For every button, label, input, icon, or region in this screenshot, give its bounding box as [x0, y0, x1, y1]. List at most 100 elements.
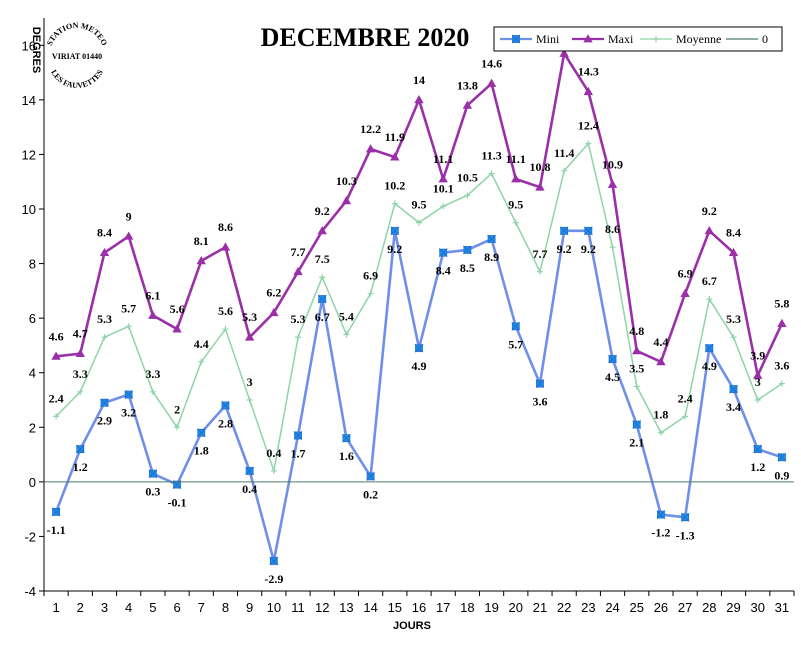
data-label-mini: 5.7 [508, 337, 523, 351]
data-label-moyenne: 5.3 [291, 312, 306, 326]
data-label-mini: 8.4 [436, 264, 451, 278]
x-tick-label: 4 [125, 600, 132, 615]
mini-marker-cross [245, 466, 254, 476]
moyenne-marker [125, 323, 132, 330]
data-label-mini: 2.8 [218, 416, 233, 430]
data-label-mini: 2.9 [97, 414, 112, 428]
data-label-mini: 3.6 [532, 395, 547, 409]
data-label-maxi: 11.9 [385, 130, 405, 144]
data-label-moyenne: 0.4 [266, 446, 281, 460]
data-label-moyenne: 10.2 [384, 179, 405, 193]
data-label-maxi: 4.6 [49, 329, 64, 343]
x-tick-label: 28 [702, 600, 716, 615]
maxi-marker [438, 174, 448, 183]
data-label-mini: 0.9 [774, 468, 789, 482]
series-maxi [51, 48, 787, 379]
data-label-maxi: 5.8 [774, 297, 789, 311]
moyenne-marker [512, 219, 519, 226]
moyenne-marker [174, 424, 181, 431]
moyenne-marker [561, 167, 568, 174]
maxi-marker [196, 256, 206, 265]
y-tick-label: 10 [22, 202, 36, 217]
legend-label-moyenne: Moyenne [676, 32, 721, 46]
data-label-moyenne: 3 [247, 375, 253, 389]
plot-area [43, 18, 794, 592]
legend-label-maxi: Maxi [608, 32, 634, 46]
stamp-text-bottom: LES FAUVETTES [49, 68, 105, 90]
x-tick-label: 30 [750, 600, 764, 615]
series-line [54, 229, 783, 563]
y-tick-label: 12 [22, 147, 36, 162]
data-label-moyenne: 3.3 [145, 367, 160, 381]
x-tick-label: 26 [654, 600, 668, 615]
maxi-marker [753, 370, 763, 379]
data-label-mini: -1.3 [676, 528, 695, 542]
y-tick-label: -4 [24, 584, 36, 599]
data-label-maxi: 10.8 [529, 160, 550, 174]
moyenne-marker [754, 397, 761, 403]
data-label-moyenne: 1.8 [653, 408, 668, 422]
mini-marker-cross [680, 512, 690, 522]
maxi-marker [365, 144, 376, 153]
data-label-moyenne: 9.5 [508, 198, 523, 212]
moyenne-marker [633, 383, 640, 390]
data-label-moyenne: 2.4 [678, 391, 693, 405]
data-label-mini: -1.2 [651, 526, 670, 540]
x-tick-label: 25 [630, 600, 644, 615]
maxi-marker [51, 351, 61, 360]
mini-marker-cross [75, 444, 85, 454]
mini-marker-cross [487, 234, 496, 244]
maxi-marker [535, 182, 545, 191]
data-label-maxi: 9.2 [702, 204, 717, 218]
mini-marker-cross [196, 428, 206, 438]
series-moyenne [53, 140, 785, 474]
data-label-moyenne: 3 [755, 375, 761, 389]
data-label-mini: 1.7 [291, 446, 306, 460]
mini-marker-cross [559, 226, 569, 236]
data-label-mini: 4.9 [702, 359, 717, 373]
mini-marker-cross [438, 248, 448, 258]
maxi-marker [75, 348, 85, 358]
mini-marker-cross [342, 433, 351, 443]
mini-marker-cross [632, 420, 642, 429]
data-label-moyenne: 3.3 [73, 367, 88, 381]
mini-marker-cross [656, 510, 666, 519]
moyenne-marker [653, 36, 659, 42]
x-tick-label: 1 [52, 600, 59, 615]
data-label-mini: 0.4 [242, 482, 257, 496]
x-tick-label: 14 [363, 600, 377, 615]
x-tick-label: 11 [291, 600, 305, 615]
data-label-mini: 9.2 [387, 242, 402, 256]
x-tick-label: 17 [436, 600, 450, 615]
data-label-mini: 9.2 [581, 242, 596, 256]
data-label-maxi: 14.3 [578, 65, 599, 79]
data-label-mini: 3.2 [121, 406, 136, 420]
data-label-maxi: 6.1 [145, 288, 160, 302]
stamp-text-top: STATION METEO [45, 21, 109, 47]
y-tick-label: 8 [29, 257, 36, 272]
data-label-moyenne: 11.4 [554, 146, 574, 160]
data-label-mini: 0.2 [363, 487, 378, 501]
data-label-moyenne: 2 [174, 402, 180, 416]
mini-marker-cross [124, 390, 134, 399]
mini-marker-cross [608, 354, 617, 364]
y-tick-label: 16 [22, 38, 36, 53]
data-label-maxi: 9.2 [315, 204, 330, 218]
data-label-moyenne: 5.6 [218, 304, 233, 318]
maxi-marker [607, 179, 618, 188]
moyenne-marker [682, 413, 689, 420]
moyenne-marker [391, 200, 398, 207]
maxi-marker [656, 356, 666, 366]
moyenne-marker [778, 380, 785, 387]
data-label-moyenne: 7.7 [532, 247, 547, 261]
y-tick-label: 4 [29, 366, 36, 381]
data-label-mini: 1.2 [750, 460, 765, 474]
data-label-maxi: 12.2 [360, 122, 381, 136]
data-label-moyenne: 8.6 [605, 222, 620, 236]
maxi-marker [293, 266, 303, 276]
mini-marker-cross [390, 226, 400, 236]
data-label-mini: 6.7 [315, 310, 330, 324]
data-label-moyenne: 11.3 [481, 149, 501, 163]
data-label-moyenne: 5.3 [726, 312, 741, 326]
